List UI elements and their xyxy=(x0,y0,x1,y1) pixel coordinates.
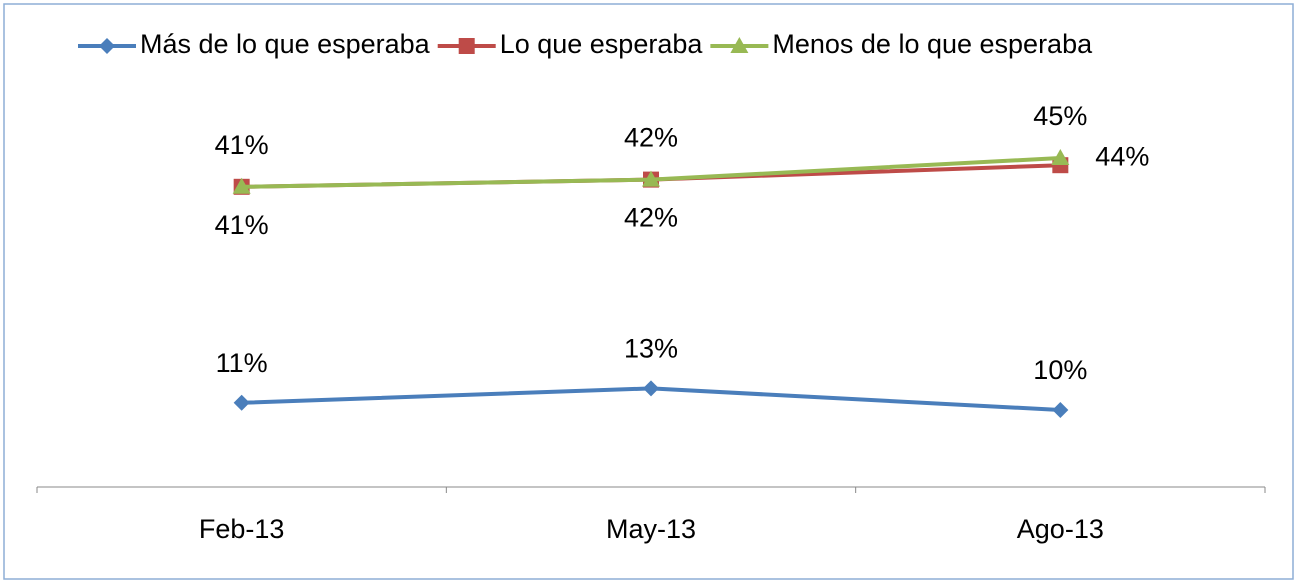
point xyxy=(1052,402,1069,418)
data-label: 13% xyxy=(624,334,678,364)
legend-marker xyxy=(458,38,475,54)
legend-label: Más de lo que esperaba xyxy=(140,29,431,59)
data-label: 10% xyxy=(1033,355,1087,385)
legend-marker xyxy=(99,38,115,54)
data-label: 42% xyxy=(624,123,678,153)
legend-label: Menos de lo que esperaba xyxy=(772,29,1093,59)
data-label: 11% xyxy=(216,348,268,378)
data-label: 44% xyxy=(1095,141,1149,171)
data-label: 42% xyxy=(624,203,678,233)
data-label: 41% xyxy=(215,130,269,160)
legend-marker xyxy=(730,37,749,53)
point xyxy=(643,380,659,397)
legend-label: Lo que esperaba xyxy=(500,29,704,59)
x-tick-label: Ago-13 xyxy=(1017,514,1104,544)
data-label: 41% xyxy=(215,210,269,240)
chart-border xyxy=(3,3,1294,580)
point xyxy=(642,170,660,187)
x-tick-label: Feb-13 xyxy=(199,514,285,544)
data-label: 45% xyxy=(1033,101,1087,131)
point xyxy=(233,394,250,411)
x-tick-label: May-13 xyxy=(606,514,696,544)
point xyxy=(1051,149,1070,165)
point xyxy=(232,177,251,194)
